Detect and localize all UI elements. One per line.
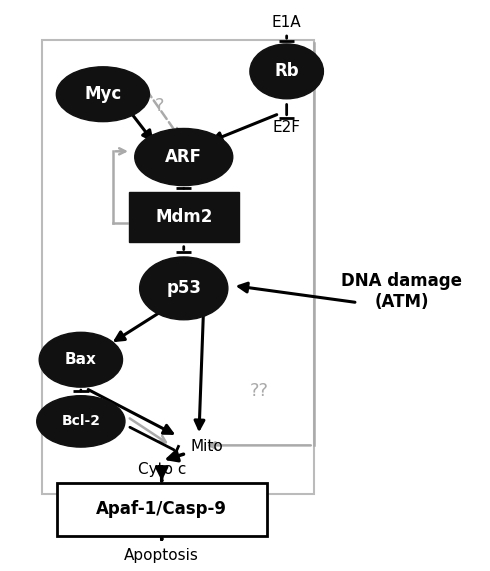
Text: Bax: Bax (65, 352, 97, 367)
Text: p53: p53 (166, 279, 201, 297)
Ellipse shape (37, 396, 125, 447)
Ellipse shape (39, 332, 122, 387)
Text: Apaf-1/Casp-9: Apaf-1/Casp-9 (96, 500, 227, 518)
Text: Cyto c: Cyto c (138, 462, 186, 477)
Text: ARF: ARF (165, 148, 202, 166)
Text: E1A: E1A (272, 15, 301, 30)
Text: Bcl-2: Bcl-2 (61, 415, 100, 428)
Text: Mdm2: Mdm2 (155, 208, 213, 226)
Text: Apoptosis: Apoptosis (124, 548, 199, 562)
Ellipse shape (56, 67, 149, 122)
Text: E2F: E2F (272, 120, 301, 135)
Ellipse shape (135, 128, 233, 186)
Text: ?: ? (154, 96, 164, 115)
Text: Rb: Rb (274, 62, 299, 81)
Text: Mito: Mito (190, 439, 223, 454)
Text: DNA damage
(ATM): DNA damage (ATM) (342, 272, 462, 311)
FancyBboxPatch shape (129, 192, 239, 242)
Text: ??: ?? (250, 382, 269, 400)
Bar (42, 40, 314, 494)
Ellipse shape (250, 44, 323, 99)
FancyBboxPatch shape (57, 483, 267, 536)
Ellipse shape (140, 257, 228, 320)
Text: Myc: Myc (84, 85, 122, 103)
